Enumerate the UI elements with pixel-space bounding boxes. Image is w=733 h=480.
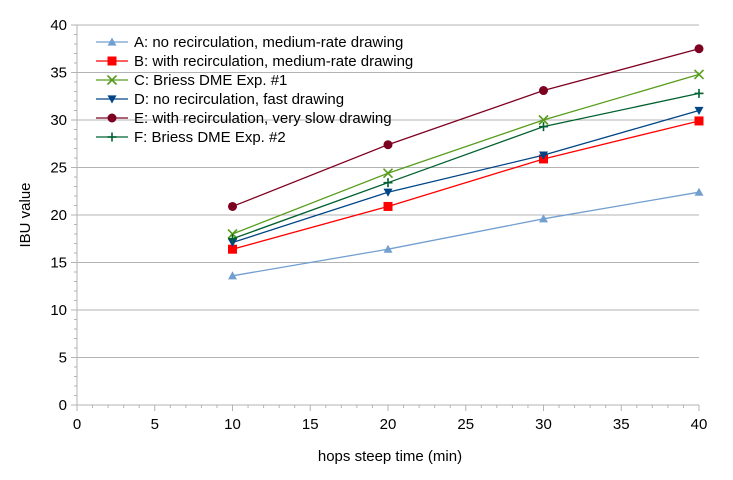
x-tick-label: 35 xyxy=(613,416,630,433)
axes: 0 5 10 15 20 25 30 35 40 0 5 10 15 20 25 30 35 40 xyxy=(50,17,707,433)
legend-label: D: no recirculation, fast drawing xyxy=(134,91,344,108)
y-tick-label: 15 xyxy=(50,255,67,272)
legend-label: B: with recirculation, medium-rate drawi… xyxy=(134,53,413,70)
x-tick-label: 0 xyxy=(73,416,81,433)
data-point xyxy=(538,114,549,126)
x-tick-label: 25 xyxy=(457,416,474,433)
x-tick-label: 40 xyxy=(691,416,708,433)
data-point xyxy=(383,188,393,197)
data-point xyxy=(694,88,704,98)
legend-marker xyxy=(106,74,118,86)
legend-marker xyxy=(107,95,117,104)
series-a xyxy=(228,187,704,280)
legend-item: C: Briess DME Exp. #1 xyxy=(96,72,287,89)
x-stroke xyxy=(227,228,238,240)
series-line xyxy=(232,120,700,250)
series-layer xyxy=(227,44,705,280)
legend-label: E: with recirculation, very slow drawing xyxy=(134,110,392,127)
x-tick-label: 15 xyxy=(302,416,319,433)
legend-marker xyxy=(107,56,117,66)
data-point xyxy=(539,122,548,132)
x-tick-label: 20 xyxy=(380,416,397,433)
data-point xyxy=(382,168,394,179)
series-line xyxy=(232,191,700,277)
x-stroke xyxy=(382,168,394,179)
series-d xyxy=(228,106,704,248)
x-stroke xyxy=(693,69,705,80)
legend-item: E: with recirculation, very slow drawing xyxy=(96,110,392,127)
y-tick-label: 0 xyxy=(59,397,67,414)
legend-item: B: with recirculation, medium-rate drawi… xyxy=(96,53,413,70)
legend-marker xyxy=(107,113,117,123)
data-point xyxy=(694,187,704,196)
data-point xyxy=(228,271,237,280)
legend-label: F: Briess DME Exp. #2 xyxy=(134,129,286,146)
legend-label: A: no recirculation, medium-rate drawing xyxy=(134,34,403,51)
series-b xyxy=(228,116,704,254)
data-point xyxy=(228,201,237,211)
x-axis-title: hops steep time (min) xyxy=(318,448,462,465)
series-f xyxy=(228,88,704,244)
series-line xyxy=(232,109,700,244)
series-line xyxy=(232,73,700,235)
data-point xyxy=(694,116,704,126)
legend-item: D: no recirculation, fast drawing xyxy=(96,91,344,108)
y-axis-title: IBU value xyxy=(17,182,34,247)
data-point xyxy=(539,214,548,223)
series-c xyxy=(227,69,705,240)
data-point xyxy=(694,44,704,54)
data-point xyxy=(383,244,393,253)
legend-item: A: no recirculation, medium-rate drawing xyxy=(96,34,403,51)
y-tick-label: 20 xyxy=(50,207,67,224)
data-point xyxy=(383,140,393,150)
data-point xyxy=(539,86,548,96)
x-stroke xyxy=(106,74,118,86)
legend-label: C: Briess DME Exp. #1 xyxy=(134,72,287,89)
data-point xyxy=(228,244,237,254)
y-tick-label: 30 xyxy=(50,112,67,129)
series-line xyxy=(232,48,700,208)
legend-marker xyxy=(107,132,117,142)
x-stroke xyxy=(538,114,549,126)
data-point xyxy=(694,106,704,115)
x-tick-label: 5 xyxy=(151,416,159,433)
grid xyxy=(77,24,699,358)
data-point xyxy=(539,151,548,160)
y-tick-label: 5 xyxy=(59,350,67,367)
y-tick-label: 25 xyxy=(50,160,67,177)
series-e xyxy=(228,44,704,211)
y-tick-label: 40 xyxy=(50,17,67,34)
data-point xyxy=(693,69,705,80)
series-line xyxy=(232,92,700,240)
data-point xyxy=(228,234,237,244)
legend: A: no recirculation, medium-rate drawing… xyxy=(96,34,413,146)
data-point xyxy=(383,201,393,211)
y-tick-label: 10 xyxy=(50,302,67,319)
x-tick-label: 10 xyxy=(224,416,241,433)
x-tick-label: 30 xyxy=(535,416,552,433)
legend-item: F: Briess DME Exp. #2 xyxy=(96,129,286,146)
y-tick-label: 35 xyxy=(50,65,67,82)
data-point xyxy=(383,178,393,188)
legend-marker xyxy=(107,37,117,46)
